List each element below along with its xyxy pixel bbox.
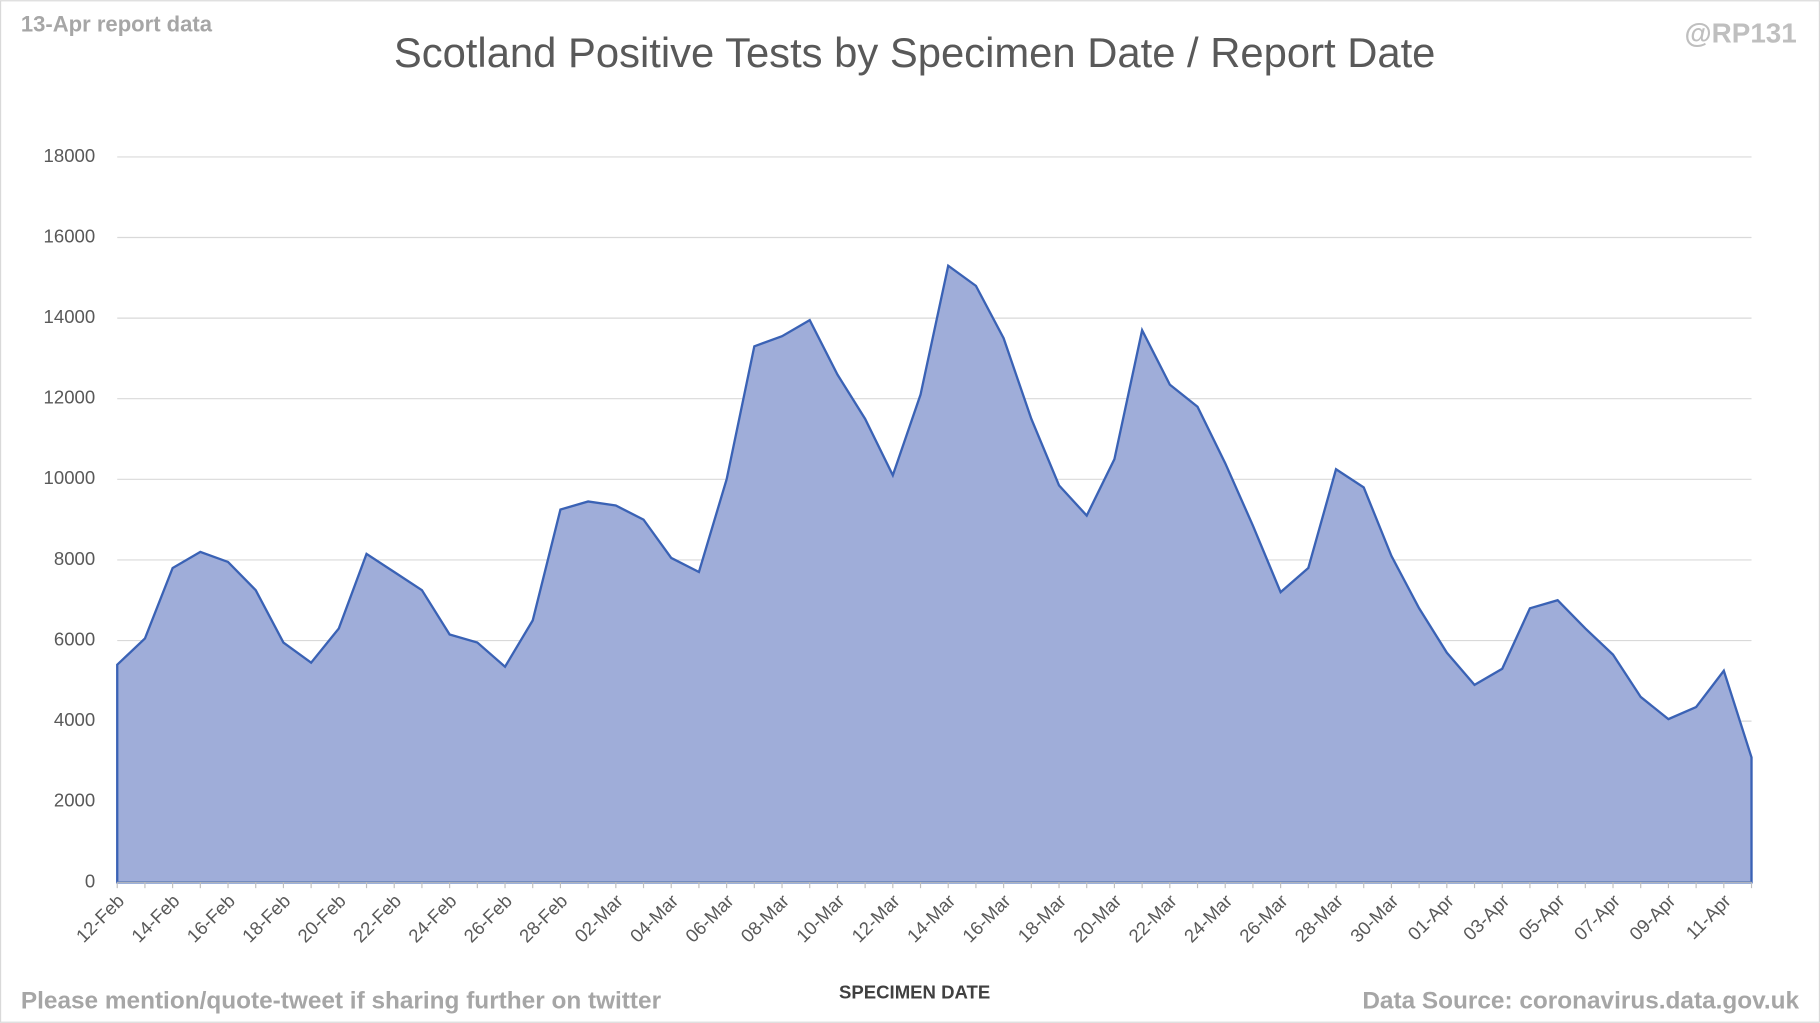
y-tick-label: 16000 <box>44 225 96 246</box>
y-tick-label: 6000 <box>54 628 95 649</box>
y-tick-label: 18000 <box>44 145 96 166</box>
footer-left: Please mention/quote-tweet if sharing fu… <box>21 987 662 1014</box>
chart-title: Scotland Positive Tests by Specimen Date… <box>394 29 1436 76</box>
y-tick-label: 2000 <box>54 790 95 811</box>
y-tick-label: 4000 <box>54 709 95 730</box>
credit: @RP131 <box>1684 17 1796 48</box>
footer-right: Data Source: coronavirus.data.gov.uk <box>1362 987 1799 1014</box>
y-tick-label: 12000 <box>44 387 96 408</box>
x-axis-label: SPECIMEN DATE <box>839 982 990 1003</box>
subtitle: 13-Apr report data <box>21 12 213 37</box>
y-tick-label: 14000 <box>44 306 96 327</box>
area <box>116 263 1753 884</box>
y-tick-label: 0 <box>85 870 95 891</box>
y-tick-label: 10000 <box>44 467 96 488</box>
y-tick-label: 8000 <box>54 548 95 569</box>
